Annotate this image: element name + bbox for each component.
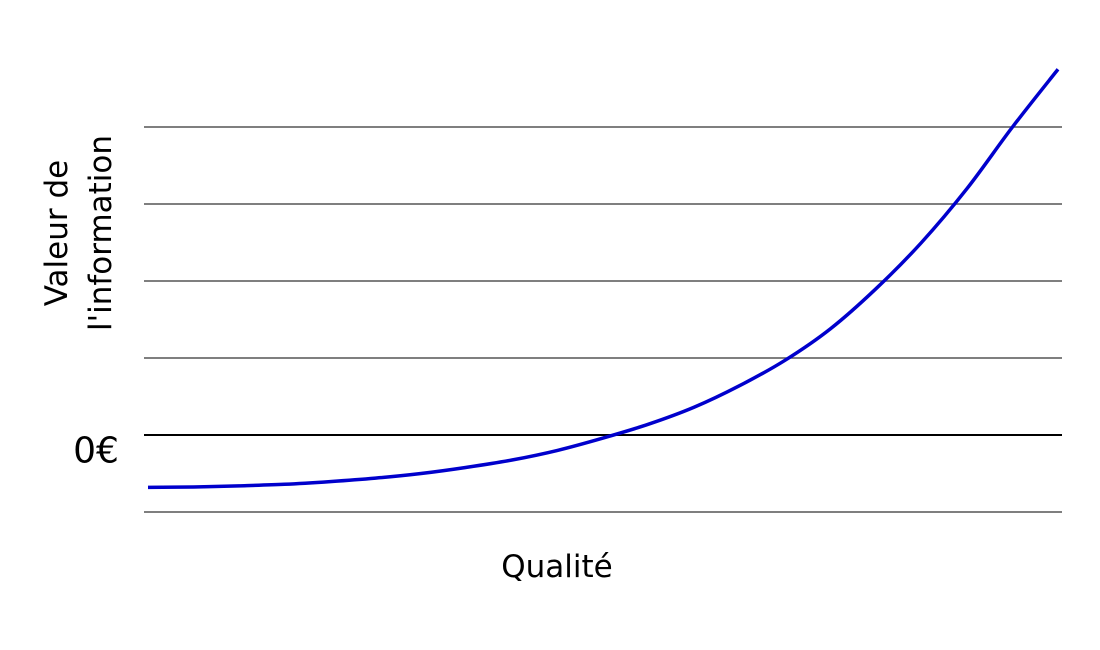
y-tick-label-zero: 0€ [73, 430, 119, 472]
y-axis-label: Valeur de l'information [35, 63, 119, 403]
y-axis-label-line-1: Valeur de [39, 159, 75, 307]
series-line-0 [147, 68, 1060, 490]
series-group [147, 68, 1060, 490]
x-axis-label: Qualité [501, 549, 613, 585]
y-axis-label-line-2: l'information [83, 134, 119, 332]
grid-lines [144, 126, 1062, 513]
